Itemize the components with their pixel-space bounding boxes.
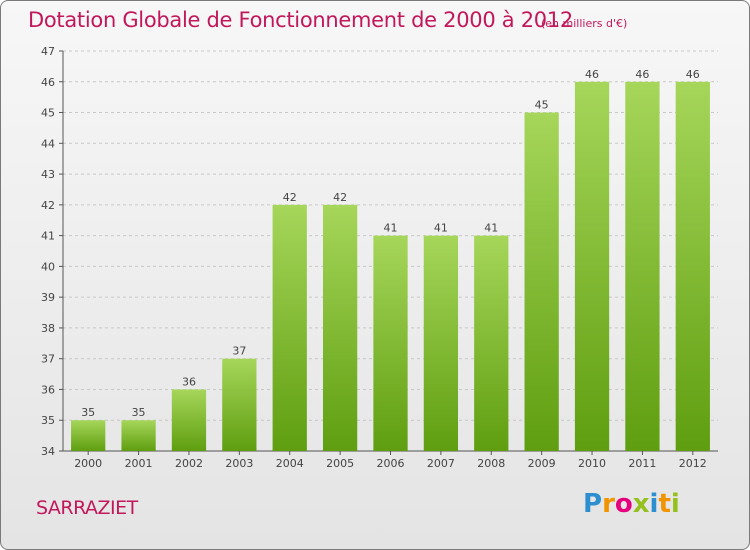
bar-value-label: 46	[686, 68, 700, 81]
y-tick-label: 45	[41, 107, 55, 120]
y-tick-label: 36	[41, 383, 55, 396]
bar	[625, 81, 660, 452]
x-tick-label: 2012	[679, 457, 707, 470]
x-tick-label: 2008	[477, 457, 505, 470]
y-tick-label: 38	[41, 322, 55, 335]
x-tick-label: 2005	[326, 457, 354, 470]
x-tick-label: 2002	[175, 457, 203, 470]
bar	[121, 420, 156, 451]
y-tick-label: 46	[41, 76, 55, 89]
bar	[373, 235, 408, 451]
bar	[524, 112, 559, 452]
y-tick-label: 43	[41, 168, 55, 181]
commune-name: SARRAZIET	[36, 497, 138, 519]
bar-value-label: 42	[283, 191, 297, 204]
bar-value-label: 41	[384, 222, 398, 235]
x-tick-label: 2011	[628, 457, 656, 470]
y-tick-label: 47	[41, 45, 55, 58]
bar-value-label: 41	[484, 222, 498, 235]
y-tick-label: 40	[41, 260, 55, 273]
y-tick-label: 41	[41, 230, 55, 243]
y-tick-label: 42	[41, 199, 55, 212]
y-tick-label: 39	[41, 291, 55, 304]
x-tick-label: 2007	[427, 457, 455, 470]
x-tick-label: 2000	[74, 457, 102, 470]
bar	[675, 81, 710, 452]
bar	[272, 204, 307, 451]
bar-value-label: 36	[182, 375, 196, 388]
bar	[222, 358, 257, 451]
bar	[322, 204, 358, 451]
y-tick-label: 35	[41, 414, 55, 427]
bar-value-label: 35	[132, 406, 146, 419]
bar	[171, 389, 207, 451]
bar	[574, 81, 610, 452]
bar-value-label: 41	[434, 222, 448, 235]
x-tick-label: 2006	[377, 457, 405, 470]
bar-value-label: 45	[535, 99, 549, 112]
bar-value-label: 46	[585, 68, 599, 81]
bar	[423, 235, 459, 451]
bar	[474, 235, 509, 451]
proxiti-logo[interactable]: Proxiti	[583, 489, 680, 519]
chart-title: Dotation Globale de Fonctionnement de 20…	[28, 8, 573, 32]
x-tick-label: 2004	[276, 457, 304, 470]
y-tick-label: 34	[41, 445, 55, 458]
x-tick-label: 2010	[578, 457, 606, 470]
y-tick-label: 44	[41, 137, 55, 150]
x-tick-label: 2009	[528, 457, 556, 470]
y-tick-label: 37	[41, 353, 55, 366]
bar-value-label: 46	[635, 68, 649, 81]
bar-value-label: 42	[333, 191, 347, 204]
x-tick-label: 2001	[125, 457, 153, 470]
bar	[71, 420, 106, 451]
chart-subtitle: (en milliers d'€)	[541, 17, 628, 30]
x-tick-label: 2003	[225, 457, 253, 470]
bar-value-label: 35	[81, 406, 95, 419]
bar-value-label: 37	[232, 345, 246, 358]
